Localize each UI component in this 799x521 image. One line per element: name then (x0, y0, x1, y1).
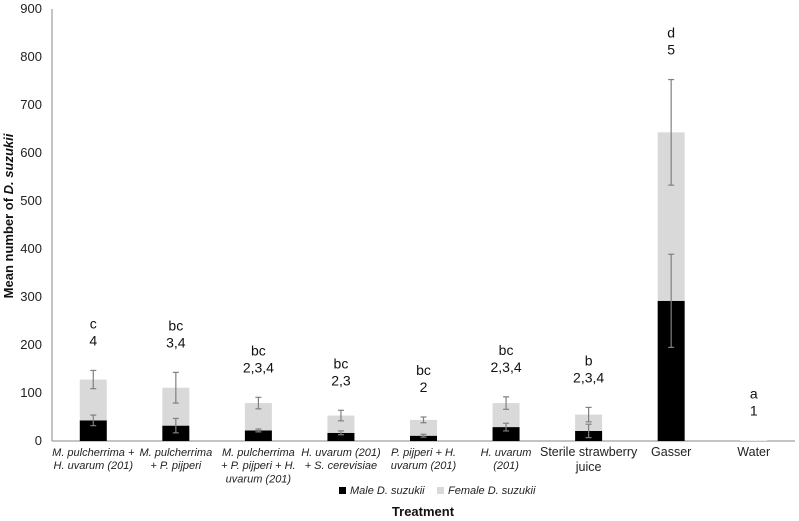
category-label: H. uvarum (201) (481, 447, 532, 472)
category-label-line: Sterile strawberry (540, 445, 638, 459)
significance-letter: bc (499, 342, 514, 358)
category-label-line: Gasser (651, 445, 691, 459)
category-label-line: H. uvarum (481, 447, 532, 459)
legend-label-female: Female D. suzukii (448, 485, 536, 497)
significance-group: 2,3,4 (243, 359, 274, 375)
significance-group: 3,4 (166, 334, 186, 350)
male-bar (327, 432, 355, 441)
male-bar (79, 420, 107, 441)
significance-letter: d (667, 25, 675, 41)
significance-letter: bc (251, 342, 266, 358)
y-tick-label: 700 (20, 97, 42, 112)
category-label: Gasser (651, 445, 691, 459)
legend-swatch-female (437, 487, 444, 494)
category-label-line: juice (575, 460, 602, 474)
category-label: Water (737, 445, 770, 459)
legend: Male D. suzukii Female D. suzukii (339, 485, 536, 497)
male-bar (410, 435, 437, 441)
category-label-line: (201) (493, 460, 519, 472)
legend-swatch-male (339, 487, 346, 494)
y-tick-label: 400 (20, 241, 42, 256)
x-axis-title: Treatment (392, 504, 455, 519)
category-label: M. pulcherrima + H. uvarum (201) (52, 447, 135, 472)
y-axis-title-prefix: Mean number of (1, 194, 16, 298)
significance-letter: bc (334, 355, 349, 371)
category-label: P. pijperi + H. uvarum (201) (391, 447, 457, 472)
female-bar (327, 415, 355, 433)
legend-label-male: Male D. suzukii (350, 485, 425, 497)
male-bar (492, 427, 520, 441)
category-label: M. pulcherrima + P. pijperi (139, 447, 212, 472)
category-label-line: + P. pijperi + H. (221, 460, 295, 472)
category-label-line: P. pijperi + H. (391, 447, 456, 459)
female-bar (410, 419, 437, 436)
error-bars (90, 78, 675, 439)
category-label-line: uvarum (201) (226, 473, 292, 485)
y-tick-label: 800 (20, 49, 42, 64)
category-label-line: M. pulcherrima (222, 447, 295, 459)
category-label-line: Water (737, 445, 770, 459)
y-tick-label: 500 (20, 193, 42, 208)
y-tick-label: 0 (35, 433, 42, 448)
significance-group: 2,3,4 (573, 369, 604, 385)
category-label-line: H. uvarum (201) (301, 447, 381, 459)
y-axis-title: Mean number of D. suzukii (1, 133, 16, 298)
category-labels: M. pulcherrima + H. uvarum (201)M. pulche… (52, 445, 770, 485)
significance-letter: b (585, 352, 593, 368)
category-label-line: H. uvarum (201) (54, 460, 134, 472)
significance-letter: c (90, 315, 97, 331)
significance-group: 2,3 (331, 372, 351, 388)
y-tick-label: 200 (20, 337, 42, 352)
y-tick-labels: 0 100 200 300 400 500 600 700 800 900 (20, 1, 42, 448)
y-axis-title-species: D. suzukii (1, 133, 16, 194)
y-tick-label: 100 (20, 385, 42, 400)
category-label-line: + S. cerevisiae (305, 460, 377, 472)
category-label-line: M. pulcherrima (139, 447, 212, 459)
significance-letter: bc (168, 317, 183, 333)
category-label: H. uvarum (201) + S. cerevisiae (301, 447, 381, 472)
category-label-line: + P. pijperi (150, 460, 201, 472)
significance-letter: bc (416, 362, 431, 378)
male-bar (244, 430, 272, 441)
female-bar (575, 414, 603, 431)
category-label: Sterile strawberry juice (540, 445, 638, 474)
significance-group: 1 (750, 403, 758, 419)
category-label-line: uvarum (201) (391, 460, 457, 472)
significance-group: 4 (89, 332, 97, 348)
y-tick-label: 900 (20, 1, 42, 16)
category-label: M. pulcherrima + P. pijperi + H. uvarum (2… (221, 447, 295, 485)
category-label-line: M. pulcherrima + (52, 447, 135, 459)
y-tick-label: 300 (20, 289, 42, 304)
significance-group: 5 (667, 42, 675, 58)
y-tick-label: 600 (20, 145, 42, 160)
significance-group: 2 (420, 379, 428, 395)
significance-letter: a (750, 386, 758, 402)
significance-group: 2,3,4 (490, 359, 521, 375)
